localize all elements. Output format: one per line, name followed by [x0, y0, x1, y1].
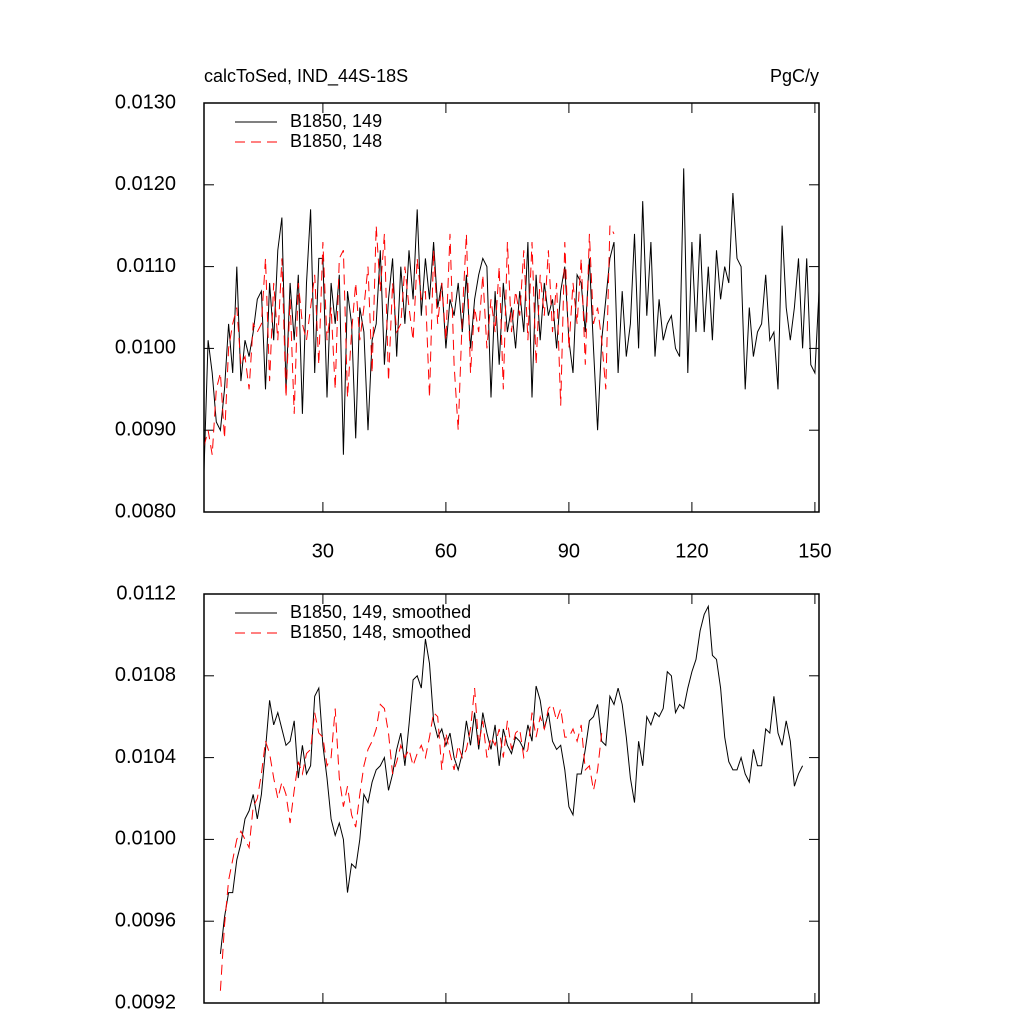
- plot-frame: [203, 593, 820, 1004]
- legend-label: B1850, 149, smoothed: [290, 602, 471, 622]
- x-tick-label: 120: [675, 540, 708, 562]
- x-tick-label: 60: [435, 540, 457, 562]
- y-tick-label: 0.0112: [116, 582, 176, 604]
- y-tick-label: 0.0092: [115, 991, 176, 1013]
- chart-title: calcToSed, IND_44S-18S: [204, 66, 408, 87]
- series-line: [203, 168, 820, 472]
- units-label: PgC/y: [770, 66, 819, 86]
- y-tick-label: 0.0130: [115, 91, 176, 113]
- y-tick-label: 0.0120: [115, 173, 176, 195]
- x-tick-label: 150: [798, 540, 831, 562]
- y-tick-label: 0.0104: [115, 746, 176, 768]
- x-tick-label: 90: [558, 540, 580, 562]
- series-line: [219, 604, 804, 954]
- y-tick-label: 0.0090: [115, 418, 176, 440]
- y-tick-label: 0.0100: [115, 828, 176, 850]
- series-line: [219, 688, 603, 991]
- y-tick-label: 0.0096: [115, 909, 176, 931]
- y-tick-label: 0.0080: [115, 500, 176, 522]
- y-tick-label: 0.0110: [116, 255, 176, 277]
- plot-frame: [203, 102, 820, 513]
- legend-label: B1850, 148: [290, 131, 382, 151]
- x-tick-label: 30: [312, 540, 334, 562]
- legend-label: B1850, 148, smoothed: [290, 622, 471, 642]
- series-line: [203, 225, 615, 455]
- legend-label: B1850, 149: [290, 111, 382, 131]
- y-tick-label: 0.0100: [115, 337, 176, 359]
- y-tick-label: 0.0108: [115, 664, 176, 686]
